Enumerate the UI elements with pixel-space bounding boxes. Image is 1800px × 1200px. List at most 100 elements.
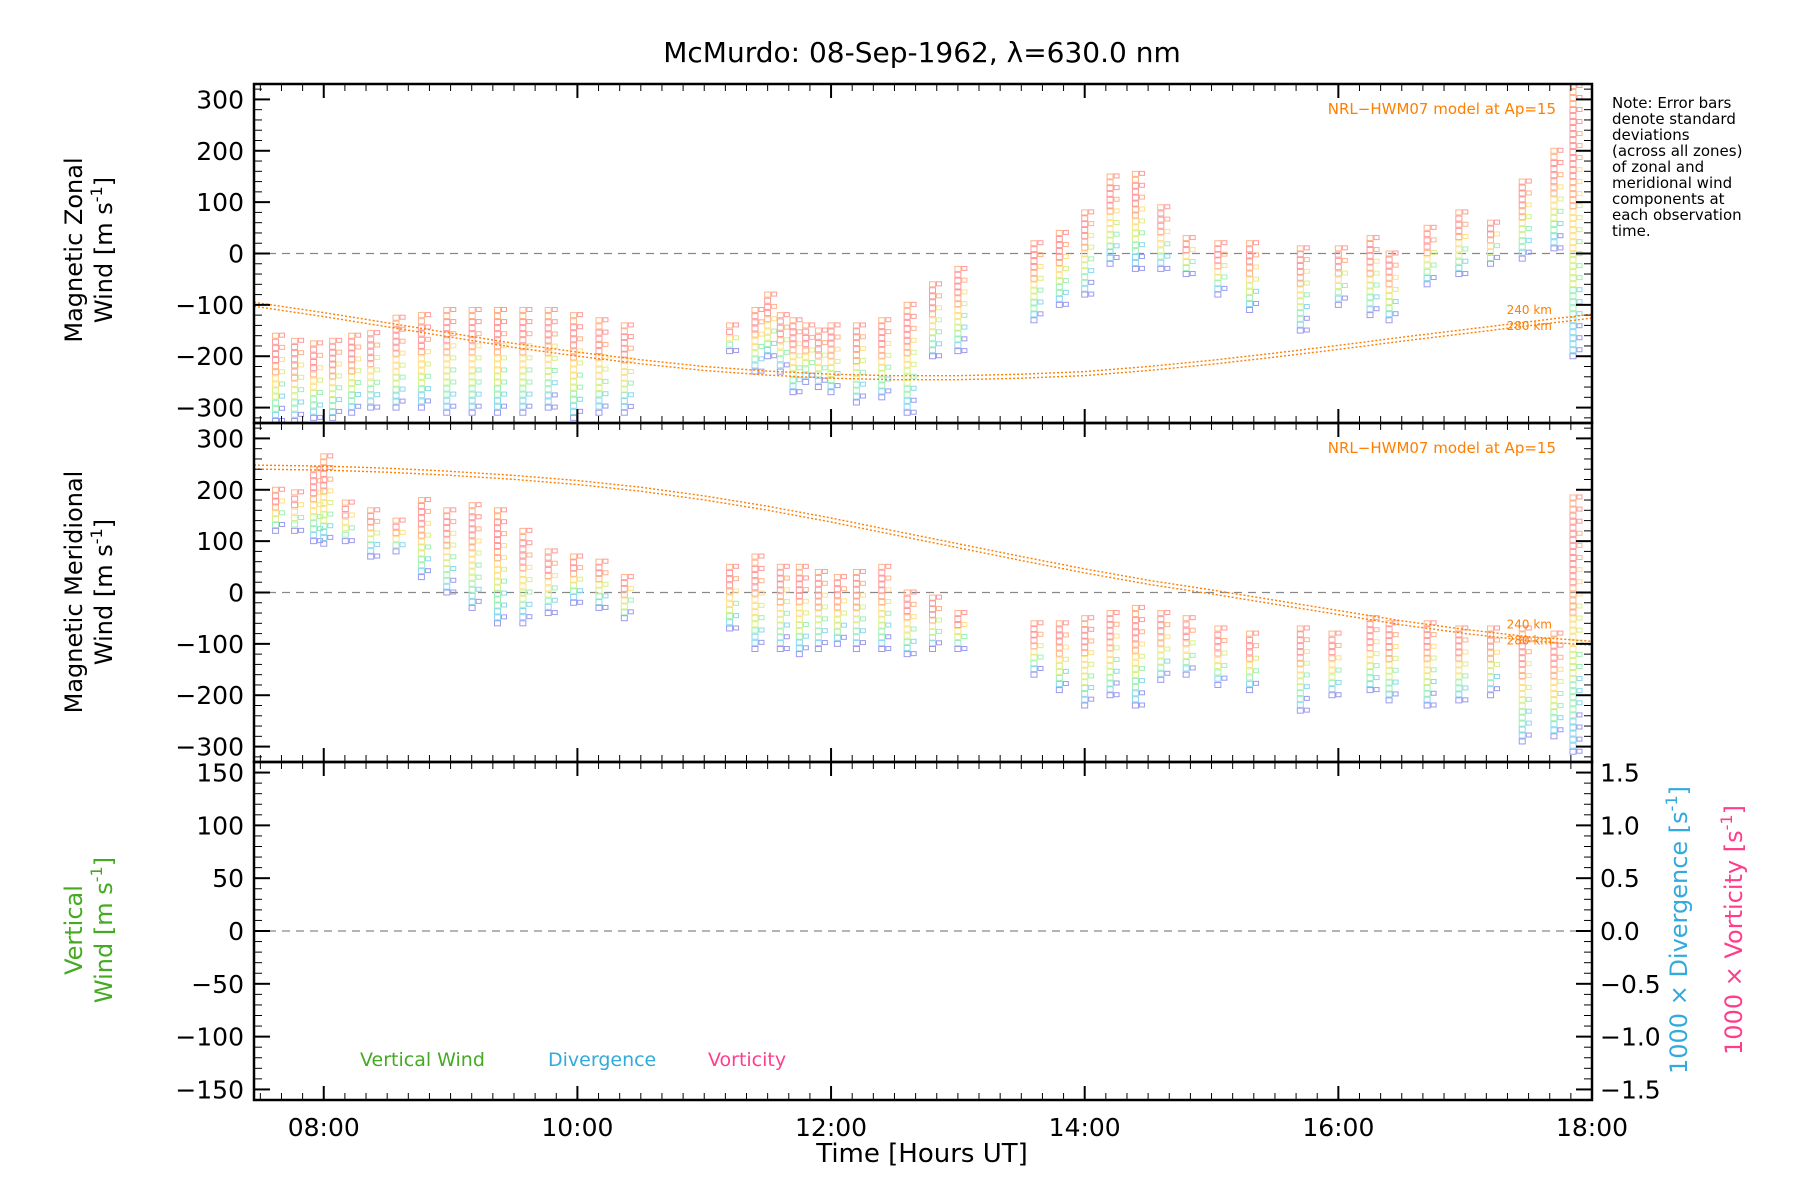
data-point [310, 352, 318, 359]
data-point [789, 335, 797, 342]
observation-column [348, 332, 362, 416]
data-point [570, 565, 578, 572]
data-point [1081, 650, 1089, 657]
data-point [1138, 665, 1145, 671]
data-point [551, 331, 558, 337]
data-point [1081, 638, 1089, 645]
data-point [726, 588, 734, 595]
data-point [595, 378, 603, 385]
data-point [620, 585, 628, 592]
data-point [1246, 307, 1254, 313]
data-point [796, 353, 803, 359]
observation-column [417, 312, 431, 411]
data-point [1462, 637, 1469, 643]
data-point [272, 527, 280, 534]
data-point [475, 319, 482, 325]
data-point [1518, 208, 1526, 215]
observation-column [852, 568, 866, 652]
data-point [936, 606, 943, 612]
data-point [443, 583, 451, 590]
data-point [627, 574, 634, 580]
data-point [1576, 131, 1583, 137]
data-point [1131, 188, 1139, 195]
data-point [291, 515, 299, 522]
data-point [1576, 263, 1583, 269]
data-point [1557, 666, 1564, 672]
data-point [771, 353, 778, 359]
data-point [1334, 270, 1342, 277]
data-point [1392, 655, 1399, 661]
data-point [776, 324, 784, 331]
data-point [298, 515, 305, 521]
data-point [526, 527, 533, 533]
data-point [1569, 281, 1577, 288]
data-point [796, 317, 803, 323]
data-point [1131, 259, 1139, 266]
data-point [1569, 567, 1577, 574]
data-point [814, 592, 822, 599]
data-point [374, 404, 381, 410]
data-point [1366, 621, 1374, 628]
data-point [903, 409, 911, 416]
data-point [570, 588, 578, 595]
data-point [910, 349, 917, 355]
data-point [1392, 679, 1399, 685]
data-point [1569, 700, 1577, 707]
data-point [399, 517, 406, 523]
data-point [348, 525, 355, 531]
data-point [348, 512, 355, 518]
data-point [475, 367, 482, 373]
data-point [1106, 185, 1114, 192]
data-point [1518, 255, 1526, 262]
data-point [954, 622, 962, 629]
data-point [1131, 265, 1139, 272]
data-point [1576, 530, 1583, 536]
data-point [443, 507, 451, 514]
data-point [602, 558, 609, 564]
observation-column [1518, 178, 1532, 262]
data-point [954, 277, 962, 284]
data-point [1518, 196, 1526, 203]
data-point [367, 513, 375, 520]
data-point [1576, 663, 1583, 669]
data-point [519, 391, 527, 398]
data-point [795, 604, 803, 611]
data-point [392, 529, 400, 536]
data-point [1385, 620, 1393, 627]
data-point [468, 580, 476, 587]
data-point [1157, 676, 1165, 683]
data-point [1550, 208, 1558, 215]
data-point [827, 322, 835, 329]
data-point [570, 354, 578, 361]
data-point [468, 391, 476, 398]
data-point [802, 563, 809, 569]
data-point [840, 586, 847, 592]
data-point [885, 599, 892, 605]
data-point [795, 569, 803, 576]
data-point [1576, 191, 1583, 197]
data-point [1487, 661, 1495, 668]
data-point [1106, 208, 1114, 215]
data-point [501, 554, 508, 560]
data-point [291, 502, 299, 509]
data-point [501, 307, 508, 312]
data-point [833, 640, 841, 647]
data-point [764, 310, 772, 317]
data-point [279, 381, 286, 387]
data-point [317, 340, 324, 346]
data-point [1055, 662, 1063, 669]
data-point [961, 610, 968, 616]
data-point [1081, 667, 1089, 674]
data-point [726, 600, 734, 607]
data-point [355, 356, 362, 362]
data-point [1030, 620, 1038, 627]
data-point [367, 398, 375, 405]
data-point [317, 478, 324, 484]
data-point [859, 381, 866, 387]
data-point [1106, 214, 1114, 221]
data-point [878, 640, 886, 647]
data-point [1569, 506, 1577, 513]
observation-column [1055, 229, 1069, 308]
data-point [954, 348, 962, 355]
data-point [776, 622, 784, 629]
